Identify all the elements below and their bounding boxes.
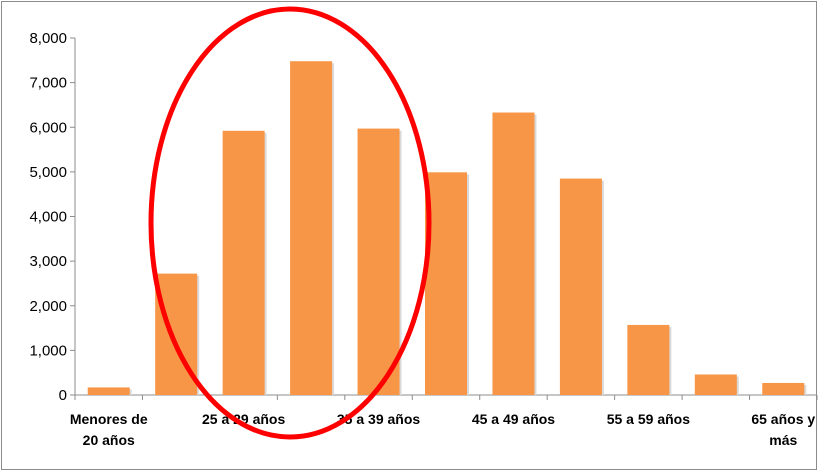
bar xyxy=(627,324,670,395)
y-tick-label: 2,000 xyxy=(29,298,67,315)
bar xyxy=(762,382,805,395)
y-tick-labels: 0 1,000 2,000 3,000 4,000 5,000 6,000 7,000 8,00… xyxy=(29,30,67,404)
x-tick-label: 25 a 29 años xyxy=(202,411,285,427)
bars xyxy=(87,61,807,396)
y-tick-label: 0 xyxy=(59,387,67,404)
x-tick-label: 45 a 49 años xyxy=(472,411,555,427)
bar xyxy=(290,61,333,396)
bar xyxy=(357,128,400,395)
bar xyxy=(492,112,535,396)
y-tick-label: 6,000 xyxy=(29,119,67,136)
x-tick-label: más xyxy=(769,432,797,448)
x-tick-labels: Menores de 20 años 25 a 29 años 35 a 39 año… xyxy=(70,411,816,448)
bar xyxy=(559,178,602,395)
x-tick-label: 35 a 39 años xyxy=(337,411,420,427)
y-tick-label: 4,000 xyxy=(29,209,67,226)
y-tick-label: 3,000 xyxy=(29,253,67,270)
bar xyxy=(694,374,737,395)
y-tick-label: 5,000 xyxy=(29,164,67,181)
x-tick-label: 20 años xyxy=(83,432,135,448)
annotations xyxy=(148,6,432,440)
y-tick-label: 7,000 xyxy=(29,75,67,92)
bar xyxy=(222,130,265,395)
bar xyxy=(87,387,130,395)
x-tick-label: 55 a 59 años xyxy=(607,411,690,427)
y-tick-label: 8,000 xyxy=(29,30,67,47)
y-tick-label: 1,000 xyxy=(29,342,67,359)
highlight-ellipse xyxy=(148,6,432,440)
x-tick-label: Menores de xyxy=(70,411,148,427)
bar xyxy=(425,172,467,395)
x-tick-label: 65 años y xyxy=(751,411,815,427)
